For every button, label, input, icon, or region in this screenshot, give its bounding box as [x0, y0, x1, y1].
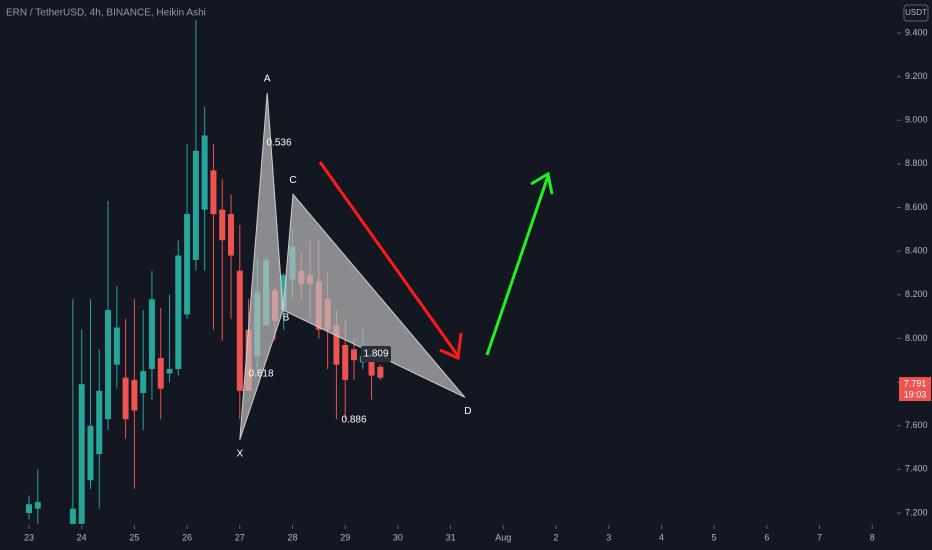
pattern-point-label: D	[464, 406, 471, 417]
ratio-box	[361, 346, 391, 362]
ratio-label: 1.809	[363, 349, 388, 360]
x-tick-label: 2	[554, 532, 559, 542]
x-tick-label: 7	[817, 532, 822, 542]
candle-body	[140, 371, 147, 393]
y-tick-label: 7.600	[905, 420, 928, 430]
y-tick-label: 8.400	[905, 246, 928, 256]
candle-body	[219, 209, 226, 241]
plot	[25, 19, 384, 524]
down-arrow-head	[439, 332, 463, 361]
last-price: 7.791	[904, 378, 927, 388]
up-arrow-head	[530, 171, 554, 195]
down-arrow	[318, 161, 460, 357]
y-tick-label: 9.400	[905, 27, 928, 37]
candle-body	[96, 390, 103, 455]
candle-body	[69, 508, 76, 524]
x-tick-label: 25	[129, 532, 139, 542]
candle-body	[175, 255, 182, 369]
x-tick-label: 31	[446, 532, 456, 542]
currency: USDT	[905, 8, 927, 17]
pattern-point-label: B	[283, 313, 290, 324]
x-tick-label: 28	[287, 532, 297, 542]
pattern-point-label: X	[236, 449, 243, 460]
ratio-label: 0.536	[266, 138, 291, 149]
candle-body	[280, 275, 287, 311]
candle-body	[333, 325, 340, 365]
candle-body	[105, 310, 112, 420]
x-tick-label: 29	[340, 532, 350, 542]
ratio-label: 0.618	[248, 369, 273, 380]
x-tick-label: 5	[712, 532, 717, 542]
candle-body	[368, 360, 375, 376]
candle-body	[184, 214, 191, 315]
x-tick-label: Aug	[495, 532, 511, 542]
x-tick-label: 4	[659, 532, 664, 542]
up-arrow	[485, 175, 550, 356]
candle-body	[87, 425, 94, 481]
candle-body	[113, 327, 120, 365]
chart-title: ERN / TetherUSD, 4h, BINANCE, Heikin Ash…	[6, 8, 206, 19]
x-tick-label: 23	[24, 532, 34, 542]
pattern-point-label: A	[264, 74, 271, 85]
candle-body	[166, 368, 173, 374]
x-tick-label: 27	[235, 532, 245, 542]
candle-body	[351, 349, 358, 361]
candle-body	[201, 135, 208, 210]
y-tick-label: 9.000	[905, 115, 928, 125]
candle-body	[131, 379, 138, 411]
y-tick-label: 7.200	[905, 507, 928, 517]
x-tick-label: 26	[182, 532, 192, 542]
candle-body	[157, 358, 164, 389]
y-tick-label: 8.200	[905, 289, 928, 299]
currency-box	[903, 4, 929, 22]
candle-body	[192, 150, 199, 260]
countdown: 19:03	[904, 389, 927, 399]
x-tick-label: 24	[77, 532, 87, 542]
candle-body	[25, 504, 32, 513]
candle-body	[342, 344, 349, 380]
candle-body	[210, 170, 217, 215]
x-tick-label: 6	[764, 532, 769, 542]
y-tick-label: 7.400	[905, 464, 928, 474]
y-tick-label: 8.800	[905, 158, 928, 168]
y-tick-label: 8.600	[905, 202, 928, 212]
y-tick-label: 9.200	[905, 71, 928, 81]
x-tick-label: 30	[393, 532, 403, 542]
candle-body	[227, 214, 234, 256]
x-tick-label: 3	[606, 532, 611, 542]
last-price-box	[899, 377, 931, 402]
candle-body	[148, 299, 155, 369]
ratio-label: 0.886	[341, 415, 366, 426]
x-tick-label: 8	[870, 532, 875, 542]
candle-body	[236, 270, 243, 391]
candle-body	[78, 384, 85, 524]
y-tick-label: 8.000	[905, 333, 928, 343]
candle-body	[34, 502, 41, 509]
pattern-point-label: C	[289, 175, 296, 186]
pattern-xab	[239, 92, 284, 441]
candle-body	[377, 366, 384, 378]
candle-body	[122, 377, 129, 420]
